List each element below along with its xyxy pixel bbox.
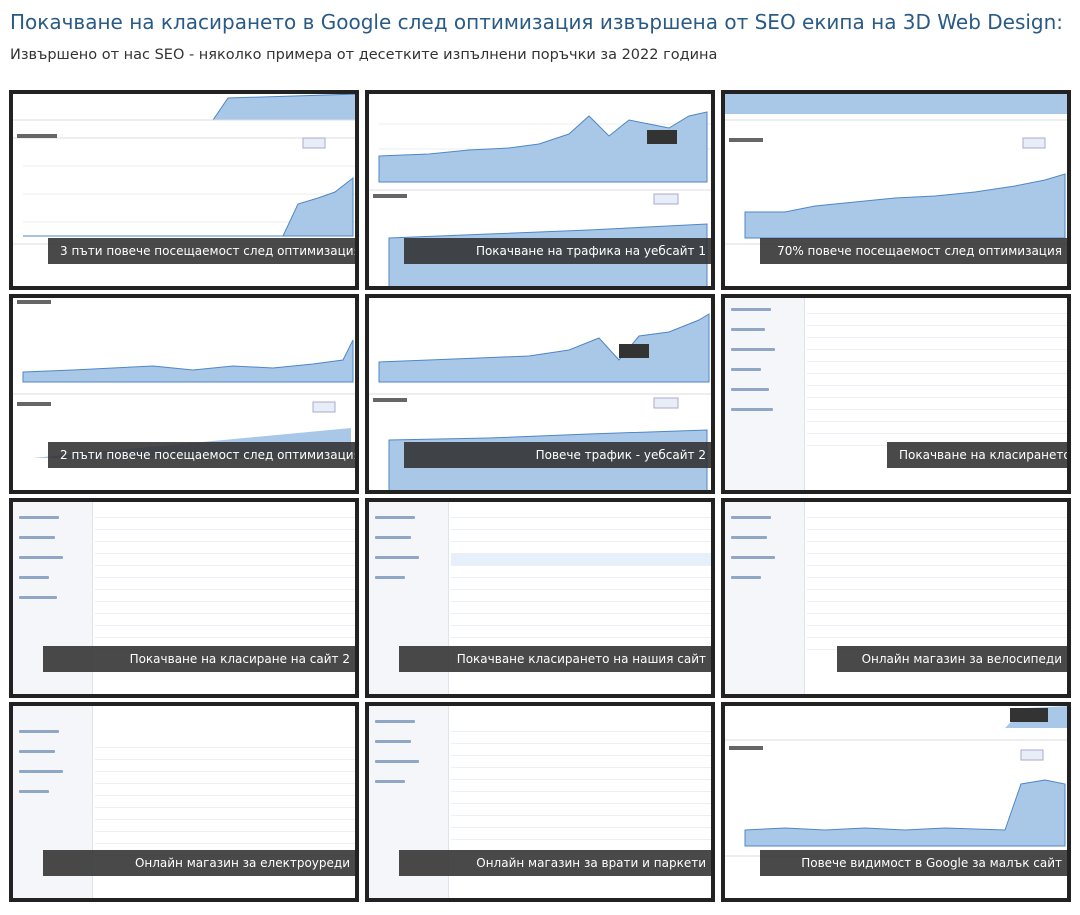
gallery-tile-11[interactable]: Онлайн магазин за врати и паркети: [365, 702, 715, 902]
page-subtitle: Извършено от нас SEO - няколко примера о…: [10, 47, 718, 63]
gallery-tile-6[interactable]: Покачване на класирането: [721, 294, 1071, 494]
tile-caption: Онлайн магазин за електроуреди: [43, 850, 355, 876]
tile-caption: Онлайн магазин за врати и паркети: [399, 850, 711, 876]
tile-caption: 3 пъти повече посещаемост след оптимизац…: [48, 238, 355, 264]
keywords-table-screenshot: [725, 298, 1067, 490]
gallery-tile-8[interactable]: Покачване класирането на нашия сайт: [365, 498, 715, 698]
tile-caption: 70% повече посещаемост след оптимизация: [760, 238, 1067, 264]
screenshot-gallery: 3 пъти повече посещаемост след оптимизац…: [9, 90, 1071, 905]
tile-caption: Повече трафик - уебсайт 2: [404, 442, 711, 468]
tile-caption: Покачване на класиране на сайт 2: [43, 646, 355, 672]
tile-caption: Покачване на трафика на уебсайт 1: [404, 238, 711, 264]
gallery-tile-7[interactable]: Покачване на класиране на сайт 2: [9, 498, 359, 698]
gallery-tile-12[interactable]: Повече видимост в Google за малък сайт: [721, 702, 1071, 902]
gallery-tile-3[interactable]: 70% повече посещаемост след оптимизация: [721, 90, 1071, 290]
gallery-tile-1[interactable]: 3 пъти повече посещаемост след оптимизац…: [9, 90, 359, 290]
tile-caption: Покачване на класирането: [887, 442, 1067, 468]
gallery-tile-9[interactable]: Онлайн магазин за велосипеди: [721, 498, 1071, 698]
tile-caption: Покачване класирането на нашия сайт: [399, 646, 711, 672]
gallery-tile-10[interactable]: Онлайн магазин за електроуреди: [9, 702, 359, 902]
tile-caption: Онлайн магазин за велосипеди: [837, 646, 1067, 672]
page-title: Покачване на класирането в Google след о…: [10, 10, 1064, 34]
keywords-table-screenshot: [725, 502, 1067, 694]
tile-caption: Повече видимост в Google за малък сайт: [760, 850, 1067, 876]
gallery-tile-2[interactable]: Покачване на трафика на уебсайт 1: [365, 90, 715, 290]
gallery-tile-4[interactable]: 2 пъти повече посещаемост след оптимизац…: [9, 294, 359, 494]
gallery-tile-5[interactable]: Повече трафик - уебсайт 2: [365, 294, 715, 494]
tile-caption: 2 пъти повече посещаемост след оптимизац…: [48, 442, 355, 468]
